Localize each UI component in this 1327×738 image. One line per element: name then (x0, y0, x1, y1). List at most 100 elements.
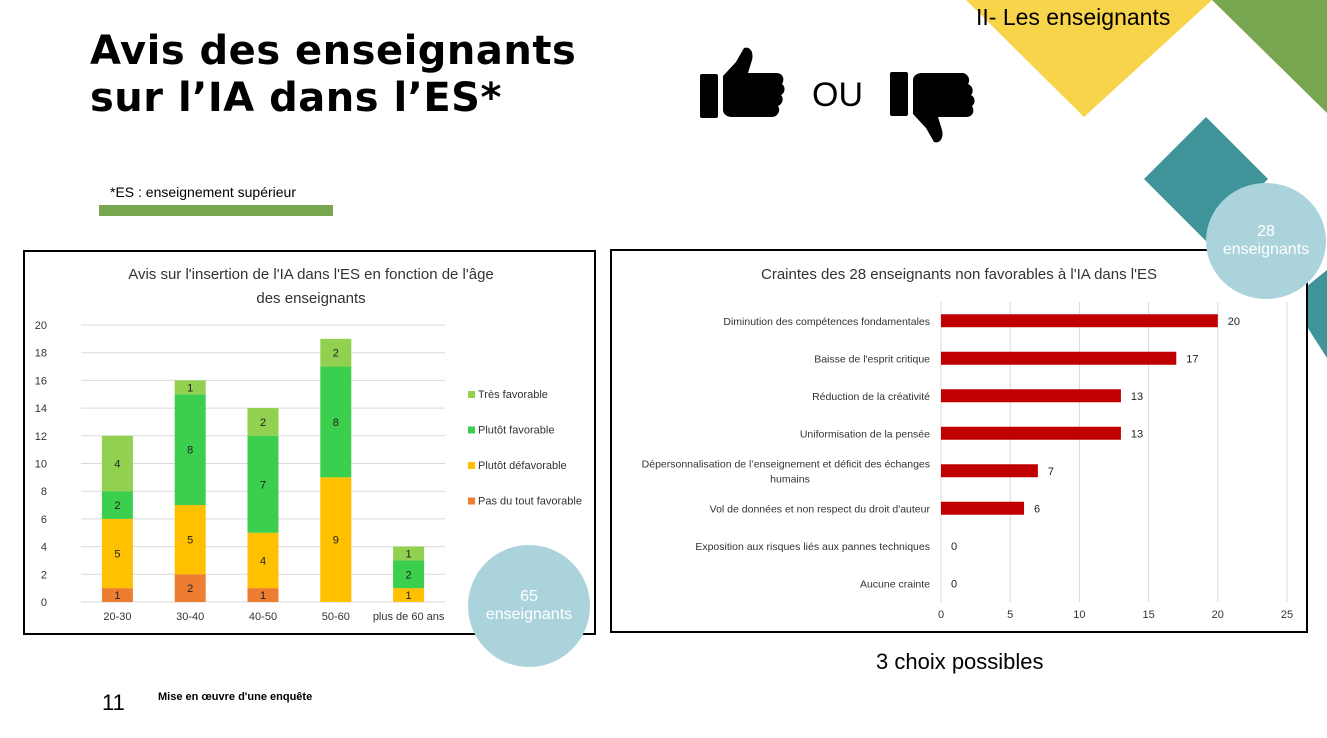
chart1-bar-plutot-favorable (393, 560, 425, 589)
chart2-category-label: Dépersonnalisation de l’enseignement et … (642, 458, 930, 470)
chart1-bar-plutot-defavorable (320, 477, 352, 602)
page-title-line2: sur l’IA dans l’ES* (90, 75, 502, 121)
chart2-bar (941, 464, 1038, 478)
chart2-data-label: 17 (1186, 353, 1198, 365)
chart1-legend-swatch-tres-favorable (468, 391, 475, 398)
chart1-ytick-label: 4 (41, 542, 47, 554)
chart2-data-label: 6 (1034, 503, 1040, 515)
chart1-bar-plutot-defavorable (393, 588, 425, 602)
chart1-data-label: 2 (187, 583, 193, 595)
page-title-line1: Avis des enseignants (90, 28, 577, 74)
slide-number: 11 (102, 690, 125, 715)
circle-65-number: 65 (520, 588, 538, 605)
chart1-ytick-label: 12 (35, 431, 47, 443)
chart2-xtick-label: 10 (1073, 609, 1085, 621)
chart1-data-label: 5 (187, 535, 193, 547)
chart1-legend-label: Plutôt favorable (478, 425, 554, 437)
chart1-ytick-label: 16 (35, 375, 47, 387)
chart1-xtick-label: 20-30 (103, 611, 131, 623)
circle-28-number: 28 (1257, 223, 1275, 240)
chart1-bar-tres-favorable (247, 408, 279, 436)
section-label: II- Les enseignants (976, 4, 1171, 30)
chart2-data-label: 13 (1131, 428, 1143, 440)
thumbs-up-icon (700, 47, 785, 118)
chart1-data-label: 1 (406, 549, 412, 561)
fears-horizontal-bar-chart: Craintes des 28 enseignants non favorabl… (642, 266, 1293, 621)
chart2-xtick-label: 15 (1142, 609, 1154, 621)
chart1-xtick-label: plus de 60 ans (373, 611, 445, 623)
chart1-bar-pas-du-tout-favorable (101, 588, 133, 602)
fears-chart-panel: Craintes des 28 enseignants non favorabl… (610, 249, 1308, 633)
chart1-data-label: 8 (187, 445, 193, 457)
chart1-legend-swatch-plutot-defavorable (468, 462, 475, 469)
chart1-ytick-label: 6 (41, 514, 47, 526)
chart2-xtick-label: 20 (1212, 609, 1224, 621)
chart1-data-label: 1 (260, 590, 266, 602)
chart2-data-label: 13 (1131, 391, 1143, 403)
chart1-bar-pas-du-tout-favorable (174, 574, 206, 602)
chart1-bar-tres-favorable (320, 338, 352, 367)
chart2-category-label: Uniformisation de la pensée (800, 428, 930, 440)
chart1-data-label: 2 (260, 417, 266, 429)
chart1-data-label: 4 (114, 459, 120, 471)
chart1-data-label: 4 (260, 555, 266, 567)
chart1-legend-swatch-plutot-favorable (468, 426, 475, 434)
ou-label: OU (812, 76, 863, 114)
chart1-bar-plutot-favorable (247, 435, 279, 533)
decor-green-triangle (1212, 0, 1327, 113)
footnote: *ES : enseignement supérieur (110, 184, 296, 200)
chart1-data-label: 2 (406, 569, 412, 581)
decor-yellow-triangle (966, 0, 1212, 117)
chart1-bar-plutot-favorable (101, 491, 133, 519)
age-chart-panel: Avis sur l'insertion de l'IA dans l'ES e… (23, 250, 596, 635)
chart2-data-label: 20 (1228, 316, 1240, 328)
chart1-title-line2: des enseignants (256, 290, 365, 307)
chart1-bar-pas-du-tout-favorable (247, 588, 279, 602)
circle-65-label: enseignants (485, 606, 573, 623)
chart1-bar-plutot-favorable (174, 394, 206, 506)
chart1-bar-plutot-favorable (320, 366, 352, 478)
chart1-xtick-label: 50-60 (322, 611, 350, 623)
chart1-legend-swatch-pas-du-tout-favorable (468, 497, 475, 505)
chart2-xtick-label: 5 (1007, 609, 1013, 621)
chart1-ytick-label: 20 (35, 320, 47, 332)
chart1-data-label: 1 (406, 590, 412, 602)
chart1-xtick-label: 30-40 (176, 611, 204, 623)
chart1-ytick-label: 10 (35, 459, 47, 471)
chart1-legend-label: Pas du tout favorable (478, 496, 582, 508)
chart1-legend-label: Plutôt défavorable (478, 460, 567, 472)
chart2-category-label: Exposition aux risques liés aux pannes t… (695, 541, 930, 553)
chart2-data-label: 7 (1048, 466, 1054, 478)
chart1-data-label: 1 (187, 382, 193, 394)
chart1-data-label: 1 (114, 590, 120, 602)
age-stacked-bar-chart: Avis sur l'insertion de l'IA dans l'ES e… (35, 266, 582, 623)
chart2-title: Craintes des 28 enseignants non favorabl… (761, 266, 1157, 283)
chart1-data-label: 8 (333, 417, 339, 429)
chart1-ytick-label: 8 (41, 486, 47, 498)
chart1-bar-plutot-defavorable (101, 518, 133, 589)
chart2-bar (941, 501, 1025, 515)
chart2-category-label: Vol de données et non respect du droit d… (710, 503, 931, 515)
chart1-data-label: 5 (114, 549, 120, 561)
respondents-circle-28: 28 enseignants (1206, 183, 1326, 299)
chart2-category-label: Baisse de l'esprit critique (814, 353, 930, 365)
chart2-category-label: Réduction de la créativité (812, 391, 930, 403)
chart1-bar-tres-favorable (393, 546, 425, 561)
chart1-ytick-label: 0 (41, 597, 47, 609)
chart2-category-label: Diminution des compétences fondamentales (723, 316, 930, 328)
chart2-category-label: Aucune crainte (860, 578, 930, 590)
page-title: Avis des enseignants sur l’IA dans l’ES* (90, 28, 576, 122)
chart1-ytick-label: 18 (35, 348, 47, 360)
chart1-ytick-label: 14 (35, 403, 47, 415)
footnote-underline-bar (99, 205, 333, 216)
chart1-bar-plutot-defavorable (247, 532, 279, 589)
circle-28-label: enseignants (1222, 241, 1310, 258)
chart1-bar-plutot-defavorable (174, 505, 206, 575)
thumbs-down-icon (890, 72, 975, 143)
decor-teal-edge (1290, 270, 1327, 358)
chart1-data-label: 9 (333, 535, 339, 547)
chart2-data-label: 0 (951, 578, 957, 590)
chart2-bar (941, 426, 1121, 440)
footer-text: Mise en œuvre d'une enquête (158, 691, 313, 703)
chart1-data-label: 2 (114, 500, 120, 512)
